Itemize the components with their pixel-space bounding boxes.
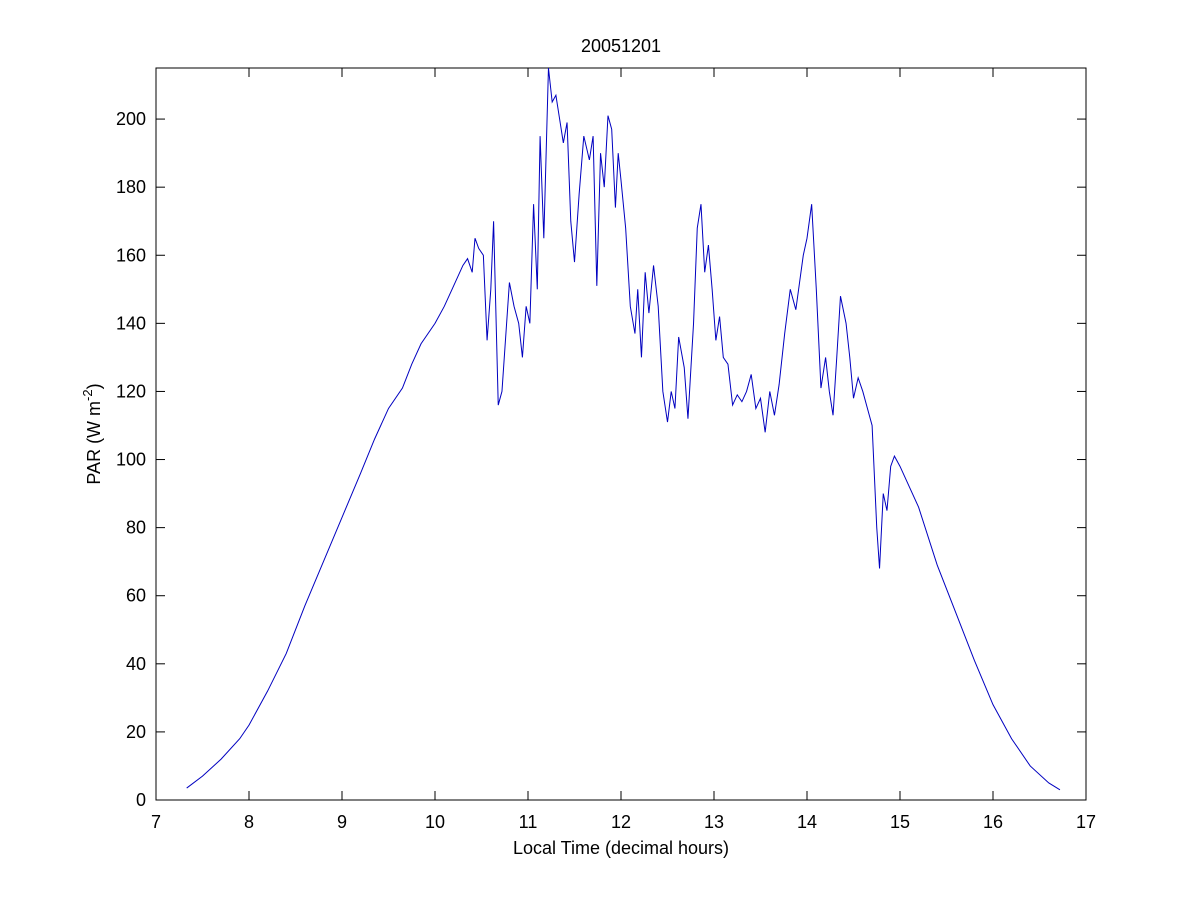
x-tick-label: 15 <box>890 812 910 832</box>
y-tick-label: 100 <box>116 450 146 470</box>
x-tick-label: 13 <box>704 812 724 832</box>
x-tick-label: 8 <box>244 812 254 832</box>
y-tick-label: 0 <box>136 790 146 810</box>
plot-area <box>155 67 1087 801</box>
x-axis-label: Local Time (decimal hours) <box>513 838 729 858</box>
y-tick-label: 120 <box>116 381 146 401</box>
y-label-end: ) <box>84 383 104 389</box>
x-tick-label: 9 <box>337 812 347 832</box>
y-tick-label: 200 <box>116 109 146 129</box>
y-tick-label: 140 <box>116 313 146 333</box>
x-tick-label: 14 <box>797 812 817 832</box>
chart-title: 20051201 <box>581 36 661 56</box>
data-line <box>186 67 1061 791</box>
x-tick-label: 7 <box>151 812 161 832</box>
x-tick-label: 16 <box>983 812 1003 832</box>
y-tick-label: 20 <box>126 722 146 742</box>
x-tick-label: 12 <box>611 812 631 832</box>
y-label-main: PAR (W m <box>84 401 104 485</box>
y-tick-label: 80 <box>126 518 146 538</box>
y-tick-label: 160 <box>116 245 146 265</box>
y-tick-label: 40 <box>126 654 146 674</box>
y-label-sup: -2 <box>80 389 95 401</box>
y-tick-label: 180 <box>116 177 146 197</box>
x-tick-label: 10 <box>425 812 445 832</box>
x-tick-label: 11 <box>519 812 538 832</box>
y-tick-label: 60 <box>126 586 146 606</box>
y-axis-label: PAR (W m-2) <box>80 383 104 484</box>
x-tick-label: 17 <box>1076 812 1096 832</box>
